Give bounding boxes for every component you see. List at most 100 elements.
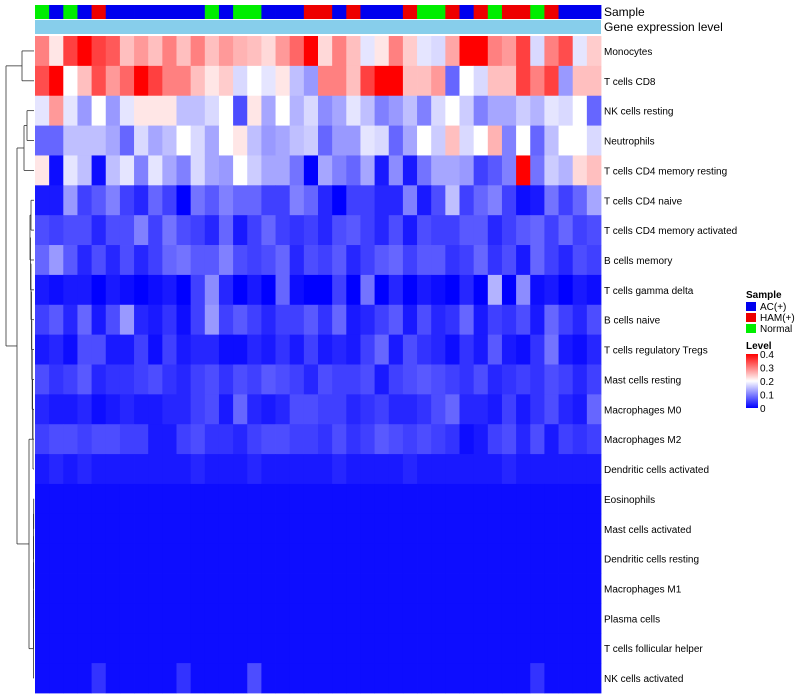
heatmap-cell: [558, 215, 574, 246]
heatmap-cell: [501, 304, 517, 336]
heatmap-cell: [49, 125, 64, 156]
heatmap-cell: [501, 364, 517, 395]
heatmap-cell: [332, 543, 347, 574]
heatmap-cell: [318, 185, 333, 216]
heatmap-cell: [332, 573, 347, 604]
heatmap-cell: [176, 633, 192, 664]
heatmap-cell: [332, 215, 347, 246]
heatmap-cell: [119, 274, 135, 306]
heatmap-cell: [35, 65, 50, 97]
heatmap-cell: [148, 424, 163, 455]
heatmap-cell: [77, 245, 92, 276]
heatmap-cell: [148, 663, 163, 694]
heatmap-cell: [247, 483, 262, 515]
heatmap-cell: [275, 543, 291, 574]
heatmap-cell: [233, 36, 248, 67]
heatmap-cell: [303, 334, 319, 365]
sample-annotation-cell: [516, 5, 531, 19]
heatmap-cell: [431, 36, 446, 67]
heatmap-cell: [445, 95, 460, 126]
heatmap-cell: [176, 603, 192, 634]
heatmap-cell: [204, 573, 220, 604]
heatmap-cell: [233, 424, 248, 455]
heatmap-cell: [261, 36, 276, 67]
heatmap-cell: [558, 394, 574, 425]
heatmap-cell: [516, 633, 531, 664]
heatmap-cell: [134, 304, 149, 336]
heatmap-cell: [459, 483, 475, 515]
heatmap-cell: [105, 245, 121, 276]
heatmap-cell: [261, 454, 276, 485]
heatmap-cell: [487, 334, 503, 365]
sample-annotation-cell: [586, 5, 602, 19]
heatmap-cell: [459, 36, 475, 67]
heatmap-cell: [431, 364, 446, 395]
heatmap-cell: [402, 603, 418, 634]
heatmap-cell: [35, 603, 50, 634]
heatmap-cell: [275, 274, 291, 306]
heatmap-cell: [487, 185, 503, 216]
level-tick-label: 0.3: [760, 364, 774, 375]
heatmap-cell: [176, 543, 192, 574]
heatmap-cell: [247, 95, 262, 126]
heatmap-cell: [91, 603, 107, 634]
heatmap-cell: [77, 603, 92, 634]
heatmap-cell: [459, 185, 475, 216]
heatmap-cell: [586, 394, 602, 425]
row-label: T cells gamma delta: [604, 286, 694, 297]
heatmap-cell: [431, 185, 446, 216]
heatmap-cell: [544, 424, 559, 455]
heatmap-cell: [516, 603, 531, 634]
heatmap-cell: [445, 125, 460, 156]
heatmap-cell: [218, 95, 234, 126]
heatmap-cell: [261, 663, 276, 694]
heatmap-cell: [49, 513, 64, 545]
heatmap-cell: [402, 245, 418, 276]
heatmap-cell: [261, 304, 276, 336]
heatmap-cell: [91, 633, 107, 664]
heatmap-cell: [431, 483, 446, 515]
heatmap-cell: [530, 185, 545, 216]
heatmap-cell: [473, 483, 489, 515]
heatmap-cell: [77, 633, 92, 664]
heatmap-cell: [204, 334, 220, 365]
heatmap-cell: [487, 245, 503, 276]
heatmap-cell: [318, 483, 333, 515]
heatmap-cell: [119, 663, 135, 694]
heatmap-cell: [233, 334, 248, 365]
heatmap-cell: [261, 95, 276, 126]
heatmap-cell: [417, 424, 432, 455]
heatmap-cell: [473, 274, 489, 306]
heatmap-cell: [388, 65, 404, 97]
heatmap-cell: [374, 364, 390, 395]
heatmap-cell: [162, 424, 177, 455]
heatmap-cell: [91, 573, 107, 604]
heatmap-cell: [275, 155, 291, 186]
heatmap-cell: [572, 573, 588, 604]
heatmap-cell: [572, 364, 588, 395]
heatmap-cell: [162, 304, 177, 336]
heatmap-cell: [148, 245, 163, 276]
heatmap-cell: [275, 185, 291, 216]
heatmap-cell: [459, 513, 475, 545]
heatmap-cell: [148, 215, 163, 246]
heatmap-cell: [134, 424, 149, 455]
sample-annotation-cell: [233, 5, 248, 19]
heatmap-cell: [346, 633, 361, 664]
heatmap-cell: [119, 125, 135, 156]
heatmap-cell: [346, 394, 361, 425]
heatmap-cell: [303, 394, 319, 425]
heatmap-cell: [544, 215, 559, 246]
heatmap-cell: [49, 364, 64, 395]
heatmap-cell: [77, 125, 92, 156]
row-dendrogram: [5, 50, 35, 679]
heatmap-cell: [501, 274, 517, 306]
heatmap-cell: [49, 155, 64, 186]
sample-annotation-cell: [572, 5, 588, 19]
row-label: Dendritic cells activated: [604, 465, 709, 476]
heatmap-cell: [544, 483, 559, 515]
heatmap-cell: [473, 364, 489, 395]
heatmap-cell: [530, 65, 545, 97]
heatmap-cell: [445, 334, 460, 365]
heatmap-cell: [332, 603, 347, 634]
